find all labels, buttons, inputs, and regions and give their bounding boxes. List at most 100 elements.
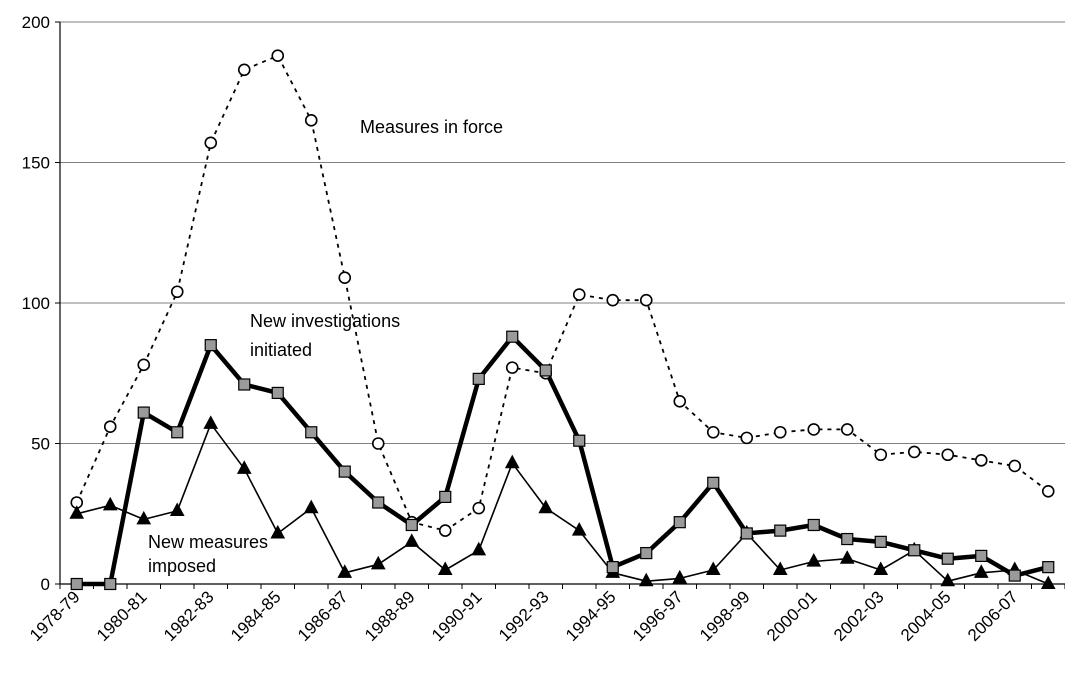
point-new_investigations-2001-02 [841,532,854,546]
point-new_investigations-2007-08 [1042,561,1055,574]
point-new_investigations-1993-94 [573,434,586,447]
x-tick-label-1978-79: 1978-79 [26,587,84,645]
y-tick-label-200: 200 [22,13,50,32]
point-new_investigations-1986-87 [338,465,351,478]
point-new_measures-1982-83 [203,415,219,429]
x-tick-label-1990-91: 1990-91 [428,587,486,645]
point-new_measures-1992-93 [538,499,554,514]
x-tick-label-1998-99: 1998-99 [696,587,754,645]
point-measures_in_force-1989-90 [438,524,452,537]
point-new_investigations-1991-92 [506,330,519,343]
point-new_investigations-1990-91 [472,372,485,385]
annotation-new-investigations-line-2: initiated [250,340,312,360]
point-measures_in_force-1991-92 [505,361,519,374]
point-new_investigations-1981-82 [171,426,184,439]
point-measures_in_force-2003-04 [907,445,921,459]
point-new_investigations-1978-79 [70,577,83,591]
x-tick-label-1986-87: 1986-87 [294,587,352,645]
x-tick-label-2000-01: 2000-01 [763,587,821,645]
point-measures_in_force-1994-95 [606,293,620,307]
point-new_measures-1989-90 [437,561,453,576]
point-new_measures-2004-05 [940,572,956,587]
point-new_measures-1995-96 [638,572,654,587]
point-new_measures-1978-79 [69,505,85,519]
point-new_measures-1993-94 [571,522,587,536]
x-tick-label-1984-85: 1984-85 [227,587,285,645]
point-new_investigations-1984-85 [271,386,284,400]
point-measures_in_force-1979-80 [103,420,117,433]
y-axis-tick-labels: 0 50 100 150 200 [22,13,50,594]
point-new_investigations-1982-83 [204,339,217,352]
x-tick-label-1992-93: 1992-93 [495,587,553,645]
point-measures_in_force-1987-88 [371,437,385,450]
point-new_measures-2000-01 [806,553,822,567]
point-new_measures-1986-87 [337,564,353,578]
point-measures_in_force-2006-07 [1008,459,1022,473]
point-measures_in_force-1990-91 [472,501,486,515]
point-new_measures-1983-84 [236,460,252,474]
point-new_investigations-2004-05 [941,552,954,565]
annotation-new-measures-line-2: imposed [148,556,216,576]
point-new_measures-2007-08 [1040,575,1056,590]
point-measures_in_force-1980-81 [137,358,151,372]
point-measures_in_force-2005-06 [974,454,988,467]
y-tick-label-150: 150 [22,154,50,173]
point-measures_in_force-1993-94 [572,288,586,301]
point-new_investigations-1985-86 [305,426,318,439]
point-measures_in_force-1997-98 [706,425,720,439]
point-new_measures-2002-03 [873,561,889,576]
x-tick-label-1980-81: 1980-81 [93,587,151,645]
x-tick-label-1996-97: 1996-97 [629,587,687,645]
x-tick-label-1988-89: 1988-89 [361,587,419,645]
annotation-new-measures-line-1: New measures [148,532,268,552]
point-measures_in_force-2002-03 [874,448,888,462]
annotation-measures-in-force: Measures in force [360,117,503,137]
point-new_investigations-1989-90 [439,490,452,503]
point-new_measures-1981-82 [169,502,185,516]
series-markers [69,49,1056,591]
x-tick-label-2004-05: 2004-05 [897,587,955,645]
annotation-measures-in-force-line-1: Measures in force [360,117,503,137]
point-new_investigations-2002-03 [874,535,887,548]
point-measures_in_force-2000-01 [807,423,821,436]
series-line-new_measures [76,422,1049,585]
point-new_measures-1984-85 [270,524,286,539]
point-measures_in_force-1996-97 [673,395,687,408]
gridlines [60,21,1065,444]
point-new_investigations-2005-06 [975,549,988,563]
x-tick-label-2002-03: 2002-03 [830,587,888,645]
point-new_investigations-1987-88 [372,496,385,509]
y-tick-label-0: 0 [41,575,50,594]
point-measures_in_force-1998-99 [740,431,754,445]
point-measures_in_force-1999-00 [773,425,787,439]
point-new_measures-1985-86 [303,499,319,514]
point-new_investigations-1997-98 [707,476,720,489]
annotation-new-investigations: New investigations initiated [250,311,400,360]
point-new_investigations-1995-96 [640,546,653,560]
point-new_investigations-1994-95 [606,561,619,574]
x-tick-label-1982-83: 1982-83 [160,587,218,645]
point-measures_in_force-1982-83 [204,136,218,150]
y-tick-label-50: 50 [31,435,50,454]
point-new_measures-1997-98 [705,561,721,576]
series-line-measures_in_force [75,54,1049,532]
point-new_investigations-1983-84 [238,378,251,391]
point-new_investigations-2006-07 [1008,569,1021,582]
point-new_investigations-1988-89 [405,518,418,532]
point-new_measures-1999-00 [772,561,788,576]
point-measures_in_force-1981-82 [170,285,184,299]
point-new_investigations-1999-00 [774,524,787,537]
point-new_investigations-2000-01 [807,518,820,532]
point-measures_in_force-1995-96 [639,293,653,307]
point-new_measures-1979-80 [102,496,118,511]
x-axis-tick-labels: 1978-79 1980-81 1982-83 1984-85 1986-87 1988-… [26,587,1022,645]
point-new_measures-2005-06 [973,564,989,578]
y-tick-label-100: 100 [22,294,50,313]
annotation-new-investigations-line-1: New investigations [250,311,400,331]
point-new_measures-1990-91 [471,541,487,556]
point-new_investigations-1996-97 [673,516,686,529]
point-new_investigations-1979-80 [104,577,117,591]
axes [55,21,1065,589]
point-measures_in_force-1983-84 [237,63,251,77]
